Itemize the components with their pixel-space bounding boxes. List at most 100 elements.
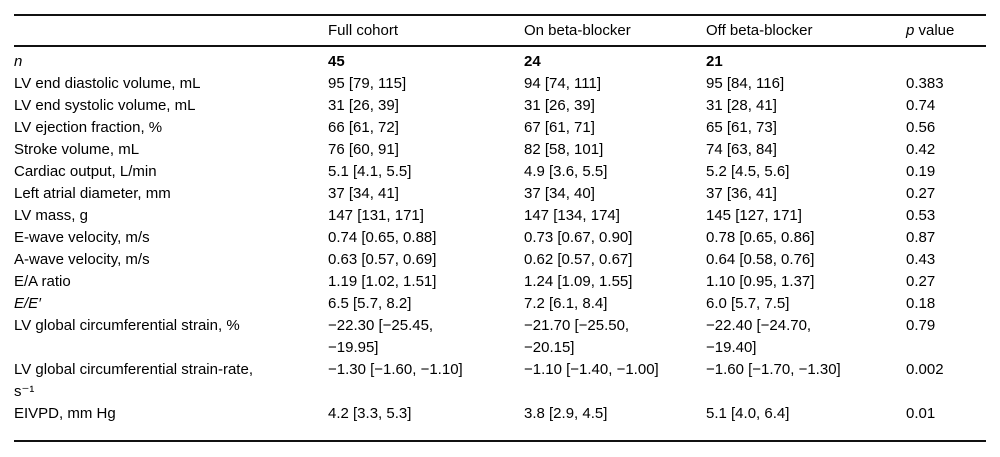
- full-cohort-value: 0.63 [0.57, 0.69]: [328, 251, 437, 268]
- off-beta-blocker-value: 65 [61, 73]: [706, 119, 777, 136]
- off-beta-blocker-value: 74 [63, 84]: [706, 141, 777, 158]
- off-beta-blocker-value: 0.78 [0.65, 0.86]: [706, 229, 815, 246]
- row-label: E-wave velocity, m/s: [14, 229, 150, 246]
- off-beta-blocker-value: 5.1 [4.0, 6.4]: [706, 405, 790, 422]
- off-beta-blocker-value: 37 [36, 41]: [706, 185, 777, 202]
- full-cohort-value: −1.30 [−1.60, −1.10]: [328, 361, 463, 378]
- table-row: LV ejection fraction, % 66 [61, 72] 67 [61…: [14, 117, 986, 139]
- off-beta-blocker-value: 145 [127, 171]: [706, 207, 802, 224]
- row-label: E/E′: [14, 295, 41, 312]
- off-beta-blocker-value: 0.64 [0.58, 0.76]: [706, 251, 815, 268]
- table-row: E/A ratio 1.19 [1.02, 1.51] 1.24 [1.09, 1.…: [14, 271, 986, 293]
- header-p-value: p value: [906, 15, 986, 47]
- on-beta-blocker-value: −21.70 [−25.50, −20.15]: [524, 317, 630, 356]
- table-row: LV end diastolic volume, mL 95 [79, 115] 9…: [14, 73, 986, 95]
- table-row: LV global circumferential strain-rate, s…: [14, 359, 986, 403]
- row-label: A-wave velocity, m/s: [14, 251, 150, 268]
- row-label: LV global circumferential strain-rate, s…: [14, 361, 253, 400]
- off-beta-blocker-value: 95 [84, 116]: [706, 75, 785, 92]
- data-table: Full cohort On beta-blocker Off beta-blo…: [14, 14, 986, 442]
- row-label: n: [14, 53, 23, 70]
- full-cohort-value: 0.74 [0.65, 0.88]: [328, 229, 437, 246]
- full-cohort-value: 6.5 [5.7, 8.2]: [328, 295, 412, 312]
- row-label: E/A ratio: [14, 273, 71, 290]
- on-beta-blocker-value: 82 [58, 101]: [524, 141, 604, 158]
- on-beta-blocker-value: 31 [26, 39]: [524, 97, 595, 114]
- on-beta-blocker-value: 94 [74, 111]: [524, 75, 602, 92]
- p-value: 0.43: [906, 251, 936, 268]
- p-value-rest: value: [914, 22, 955, 39]
- full-cohort-value: −22.30 [−25.45, −19.95]: [328, 317, 434, 356]
- row-label: LV global circumferential strain, %: [14, 317, 240, 334]
- p-value: 0.79: [906, 317, 936, 334]
- full-cohort-value: 76 [60, 91]: [328, 141, 399, 158]
- p-value: 0.01: [906, 405, 936, 422]
- table-row: EIVPD, mm Hg 4.2 [3.3, 5.3] 3.8 [2.9, 4.5]…: [14, 403, 986, 441]
- table-body: n 45 24 21 LV end diastolic volume, mL 95 [79…: [14, 46, 986, 441]
- on-beta-blocker-value: 67 [61, 71]: [524, 119, 595, 136]
- row-label: Cardiac output, L/min: [14, 163, 157, 180]
- on-beta-blocker-value: 7.2 [6.1, 8.4]: [524, 295, 608, 312]
- p-value: 0.27: [906, 273, 936, 290]
- table-row: Cardiac output, L/min 5.1 [4.1, 5.5] 4.9 […: [14, 161, 986, 183]
- p-value: 0.002: [906, 361, 944, 378]
- on-beta-blocker-value: 0.62 [0.57, 0.67]: [524, 251, 633, 268]
- p-value: 0.19: [906, 163, 936, 180]
- p-value: 0.53: [906, 207, 936, 224]
- full-cohort-value: 45: [328, 53, 345, 70]
- full-cohort-value: 147 [131, 171]: [328, 207, 424, 224]
- row-label: LV end systolic volume, mL: [14, 97, 196, 114]
- p-value: 0.87: [906, 229, 936, 246]
- header-on-beta-blocker: On beta-blocker: [524, 15, 706, 47]
- table-row: A-wave velocity, m/s 0.63 [0.57, 0.69] 0.6…: [14, 249, 986, 271]
- full-cohort-value: 66 [61, 72]: [328, 119, 399, 136]
- on-beta-blocker-value: 147 [134, 174]: [524, 207, 620, 224]
- off-beta-blocker-value: −1.60 [−1.70, −1.30]: [706, 361, 841, 378]
- on-beta-blocker-value: 4.9 [3.6, 5.5]: [524, 163, 608, 180]
- table-header: Full cohort On beta-blocker Off beta-blo…: [14, 15, 986, 47]
- table-row: LV end systolic volume, mL 31 [26, 39] 31 …: [14, 95, 986, 117]
- full-cohort-value: 37 [34, 41]: [328, 185, 399, 202]
- p-value: [906, 46, 986, 73]
- full-cohort-value: 95 [79, 115]: [328, 75, 407, 92]
- p-value: 0.56: [906, 119, 936, 136]
- full-cohort-value: 31 [26, 39]: [328, 97, 399, 114]
- row-label: Stroke volume, mL: [14, 141, 140, 158]
- header-row: Full cohort On beta-blocker Off beta-blo…: [14, 15, 986, 47]
- off-beta-blocker-value: 6.0 [5.7, 7.5]: [706, 295, 790, 312]
- header-empty: [14, 15, 328, 47]
- full-cohort-value: 1.19 [1.02, 1.51]: [328, 273, 437, 290]
- full-cohort-value: 4.2 [3.3, 5.3]: [328, 405, 412, 422]
- off-beta-blocker-value: −22.40 [−24.70, −19.40]: [706, 317, 812, 356]
- header-full-cohort: Full cohort: [328, 15, 524, 47]
- row-label: LV mass, g: [14, 207, 88, 224]
- on-beta-blocker-value: 0.73 [0.67, 0.90]: [524, 229, 633, 246]
- table-row: Stroke volume, mL 76 [60, 91] 82 [58, 101]…: [14, 139, 986, 161]
- p-value: 0.383: [906, 75, 944, 92]
- on-beta-blocker-value: 3.8 [2.9, 4.5]: [524, 405, 608, 422]
- p-value: 0.18: [906, 295, 936, 312]
- table-row: Left atrial diameter, mm 37 [34, 41] 37 [3…: [14, 183, 986, 205]
- table-row: E-wave velocity, m/s 0.74 [0.65, 0.88] 0.7…: [14, 227, 986, 249]
- full-cohort-value: 5.1 [4.1, 5.5]: [328, 163, 412, 180]
- on-beta-blocker-value: 24: [524, 53, 541, 70]
- p-value: 0.42: [906, 141, 936, 158]
- off-beta-blocker-value: 1.10 [0.95, 1.37]: [706, 273, 815, 290]
- header-off-beta-blocker: Off beta-blocker: [706, 15, 906, 47]
- table-row: n 45 24 21: [14, 46, 986, 73]
- table-row: E/E′ 6.5 [5.7, 8.2] 7.2 [6.1, 8.4] 6.0 [5.7…: [14, 293, 986, 315]
- on-beta-blocker-value: −1.10 [−1.40, −1.00]: [524, 361, 659, 378]
- clinical-results-table: Full cohort On beta-blocker Off beta-blo…: [14, 14, 986, 442]
- on-beta-blocker-value: 37 [34, 40]: [524, 185, 595, 202]
- table-row: LV mass, g 147 [131, 171] 147 [134, 174] 14…: [14, 205, 986, 227]
- row-label: EIVPD, mm Hg: [14, 405, 116, 422]
- on-beta-blocker-value: 1.24 [1.09, 1.55]: [524, 273, 633, 290]
- row-label: LV end diastolic volume, mL: [14, 75, 201, 92]
- off-beta-blocker-value: 31 [28, 41]: [706, 97, 777, 114]
- row-label: LV ejection fraction, %: [14, 119, 163, 136]
- off-beta-blocker-value: 21: [706, 53, 723, 70]
- p-value: 0.27: [906, 185, 936, 202]
- row-label: Left atrial diameter, mm: [14, 185, 171, 202]
- table-row: LV global circumferential strain, % −22.3…: [14, 315, 986, 359]
- p-value: 0.74: [906, 97, 936, 114]
